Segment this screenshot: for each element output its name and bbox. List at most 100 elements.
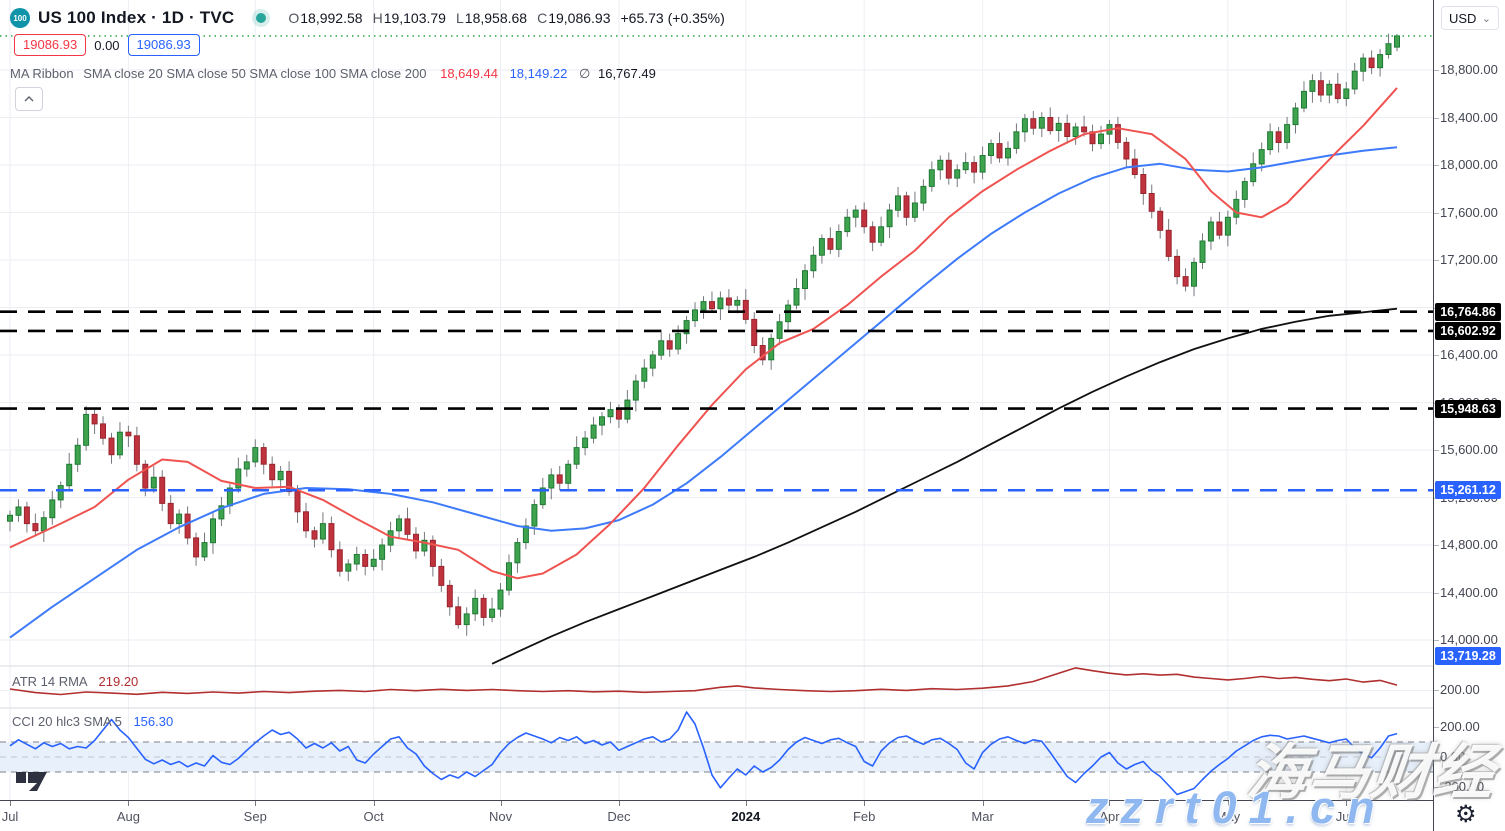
price-tick-label: 14,400.00 <box>1440 584 1498 600</box>
low-label: L <box>455 10 464 26</box>
axis-tickmark <box>1434 545 1439 546</box>
time-tick-label: Jun <box>1335 809 1357 824</box>
time-tickmark <box>128 801 130 806</box>
axis-tickmark <box>1434 117 1439 119</box>
price-level-label[interactable]: 16,764.86 <box>1435 302 1501 321</box>
atr-legend[interactable]: ATR 14 RMA 219.20 <box>12 674 138 689</box>
axis-tickmark <box>1434 260 1439 261</box>
cci-legend-title: CCI 20 hlc3 SMA 5 <box>12 714 122 729</box>
collapse-legend-button[interactable] <box>15 87 43 111</box>
atr-value: 219.20 <box>98 674 139 689</box>
axis-tickmark <box>1434 165 1439 166</box>
change-value: +65.73 (+0.35%) <box>620 10 725 26</box>
cci-legend[interactable]: CCI 20 hlc3 SMA 5 156.30 <box>12 714 173 729</box>
time-tick-label: Feb <box>852 809 876 824</box>
time-tickmark <box>864 801 866 806</box>
time-tick-label: Dec <box>607 809 631 824</box>
axis-tickmark <box>1434 70 1439 71</box>
sma20-line[interactable] <box>9 87 1398 580</box>
high-value: 19,103.79 <box>383 10 446 26</box>
time-tickmark <box>10 801 11 806</box>
ma-sma20-value: 18,649.44 <box>440 66 498 81</box>
time-tick-label: May <box>1215 809 1241 824</box>
price-tag-diff: 0.00 <box>94 37 120 53</box>
time-axis[interactable]: Jul Aug Sep Oct Nov Dec 2024 Feb Mar Apr May Jun <box>0 800 1433 831</box>
currency-selector[interactable]: USD ⌄ <box>1441 6 1499 30</box>
time-tick-label: Aug <box>116 809 140 824</box>
time-tickmark <box>618 801 620 806</box>
ma-ribbon-title: MA Ribbon <box>10 66 74 81</box>
price-tag-row: 19086.93 0.00 19086.93 <box>14 34 200 56</box>
open-value: 18,992.58 <box>300 10 363 26</box>
price-tick-label: 14,000.00 <box>1440 632 1498 647</box>
price-tick-label: 14,800.00 <box>1440 537 1498 552</box>
price-level-label[interactable]: 15,261.12 <box>1435 481 1501 500</box>
cci-value: 156.30 <box>133 714 174 729</box>
price-tick-label: 18,000.00 <box>1440 157 1498 172</box>
price-tick-label: 18,400.00 <box>1440 109 1498 125</box>
time-tick-label: Nov <box>488 809 513 824</box>
time-tickmark <box>373 801 375 806</box>
high-label: H <box>372 10 383 26</box>
time-tick-label: Oct <box>363 809 384 824</box>
price-tag-blue[interactable]: 19086.93 <box>127 34 200 56</box>
close-label: C <box>537 10 548 26</box>
cci-tick-label: 0.00 <box>1440 749 1466 764</box>
axis-tickmark <box>1434 727 1439 728</box>
time-tickmark <box>1227 801 1229 806</box>
price-level-label[interactable]: 16,602.92 <box>1435 321 1501 340</box>
time-tickmark <box>1346 801 1348 806</box>
atr-tick-label: 200.00 <box>1440 682 1480 698</box>
atr-legend-title: ATR 14 RMA <box>12 674 87 689</box>
price-tick-label: 15,600.00 <box>1440 442 1498 457</box>
time-tick-label: 2024 <box>731 809 761 824</box>
axis-tickmark <box>1434 212 1439 214</box>
cci-line[interactable] <box>9 711 1398 796</box>
gear-icon[interactable]: ⚙ <box>1455 801 1477 828</box>
time-tickmark <box>745 801 747 806</box>
time-tick-label: Jul <box>1 809 19 824</box>
open-label: O <box>288 10 300 26</box>
market-status-dot-icon <box>256 13 267 23</box>
ma-ribbon-legend[interactable]: MA Ribbon SMA close 20 SMA close 50 SMA … <box>10 66 656 82</box>
price-tick-label: 17,200.00 <box>1440 252 1498 267</box>
axis-tickmark <box>1434 450 1439 451</box>
ma-average-symbol: ∅ <box>579 66 591 81</box>
ma-ribbon-params: SMA close 20 SMA close 50 SMA close 100 … <box>83 66 427 81</box>
sma50-line[interactable] <box>9 146 1398 639</box>
time-tick-label: Apr <box>1099 809 1120 824</box>
chevron-down-icon: ⌄ <box>1481 12 1491 25</box>
time-tick-label: Sep <box>243 809 267 824</box>
currency-label: USD <box>1449 10 1477 26</box>
symbol-title[interactable]: US 100 Index · 1D · TVC <box>38 8 235 27</box>
axis-tickmark <box>1434 592 1439 594</box>
sma200-line[interactable] <box>491 307 1398 665</box>
close-value: 19,086.93 <box>548 10 611 26</box>
chart-canvas[interactable] <box>0 0 1433 800</box>
axis-tickmark <box>1434 690 1439 692</box>
ohlc-values: O18,992.58 H19,103.79 L18,958.68 C19,086… <box>288 10 724 26</box>
candles-layer[interactable] <box>7 33 1400 636</box>
axis-tickmark <box>1434 640 1439 641</box>
time-tickmark <box>255 801 257 806</box>
symbol-header: 100 US 100 Index · 1D · TVC O18,992.58 H… <box>10 6 725 30</box>
axis-tickmark <box>1434 355 1439 356</box>
price-tick-label: 16,400.00 <box>1440 347 1498 362</box>
price-tick-label: 18,800.00 <box>1440 62 1498 77</box>
axis-tickmark <box>1434 787 1439 788</box>
cci-tick-label: -200.00 <box>1440 779 1485 794</box>
price-level-label[interactable]: 15,948.63 <box>1435 399 1501 418</box>
atr-line[interactable] <box>9 667 1398 696</box>
low-value: 18,958.68 <box>464 10 528 26</box>
time-tickmark <box>500 801 502 806</box>
time-tick-label: Mar <box>971 809 994 824</box>
price-tag-red[interactable]: 19086.93 <box>14 34 87 56</box>
time-tickmark <box>1109 801 1111 806</box>
price-level-label[interactable]: 13,719.28 <box>1435 647 1501 665</box>
chevron-up-icon <box>24 96 34 102</box>
symbol-logo-icon[interactable]: 100 <box>10 8 30 28</box>
tradingview-logo-icon[interactable] <box>16 772 47 791</box>
ma-average-value: 16,767.49 <box>597 66 656 81</box>
price-axis[interactable]: USD ⌄ 14,000.0014,400.0014,800.0015,200.… <box>1433 0 1505 831</box>
